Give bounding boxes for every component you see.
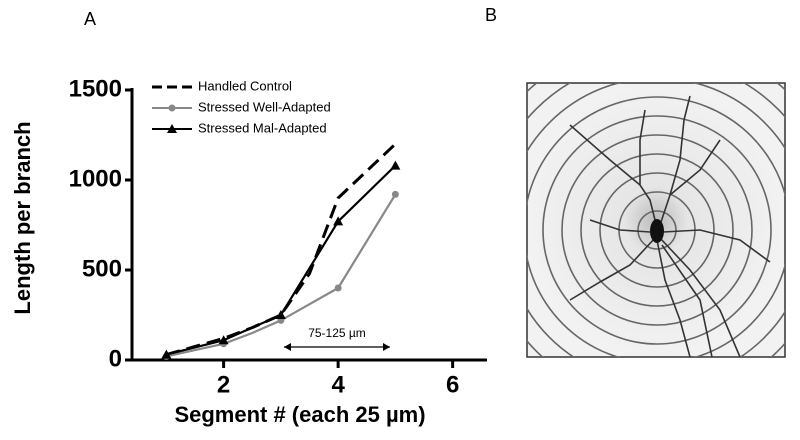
soma	[650, 219, 664, 243]
legend-label: Stressed Well-Adapted	[198, 99, 331, 114]
y-tick-label: 500	[82, 255, 122, 282]
sholl-rings	[527, 83, 785, 357]
y-tick-label: 1000	[69, 165, 122, 192]
x-tick-label: 2	[217, 371, 230, 398]
y-axis-label: Length per branch	[10, 121, 35, 314]
legend-label: Stressed Mal-Adapted	[198, 120, 327, 135]
marker	[391, 190, 399, 198]
marker	[161, 349, 172, 359]
marker	[333, 216, 344, 226]
x-tick-label: 4	[331, 371, 345, 398]
legend-label: Handled Control	[198, 78, 292, 93]
series-line	[165, 142, 397, 357]
x-tick-label: 6	[446, 371, 459, 398]
y-tick-label: 0	[109, 345, 122, 372]
x-axis-label: Segment # (each 25 µm)	[174, 402, 425, 427]
annotation: 75-125 µm	[308, 326, 366, 340]
marker	[334, 284, 342, 292]
dendrites	[569, 95, 771, 357]
panel-label: B	[485, 5, 497, 25]
marker	[218, 335, 229, 345]
neuron-image	[526, 82, 786, 358]
y-tick-label: 1500	[69, 75, 122, 102]
legend-marker	[168, 104, 176, 112]
marker	[275, 310, 286, 319]
panel-label: A	[84, 9, 96, 29]
legend-marker	[167, 124, 177, 133]
marker	[390, 160, 401, 170]
